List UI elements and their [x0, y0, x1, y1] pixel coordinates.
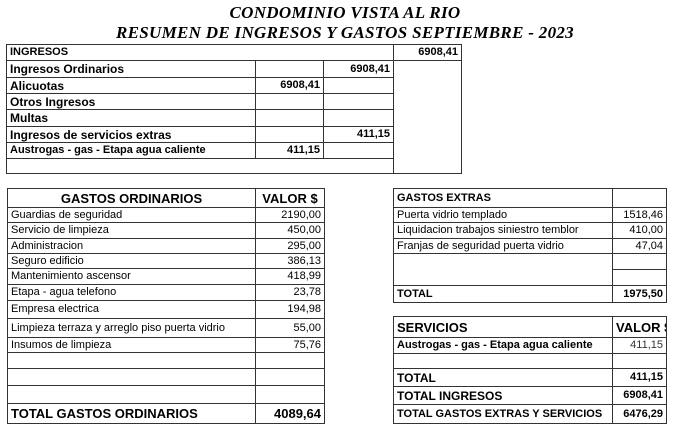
- gastos-ordinarios-header: GASTOS ORDINARIOS: [7, 188, 256, 208]
- table-row: Austrogas - gas - Etapa agua caliente 41…: [393, 337, 667, 354]
- report-subtitle: RESUMEN DE INGRESOS Y GASTOS SEPTIEMBRE …: [116, 23, 574, 42]
- table-row: Empresa electrica 194,98: [7, 300, 325, 319]
- table-row: Otros Ingresos: [6, 93, 462, 110]
- table-row: Servicio de limpieza 450,00: [7, 222, 325, 239]
- ingresos-header: INGRESOS: [5, 44, 395, 61]
- servicios-total-value: 411,15: [612, 368, 667, 387]
- table-row: Puerta vidrio templado 1518,46: [393, 207, 667, 223]
- valor-header: VALOR $: [255, 188, 325, 208]
- total-ingresos-label: TOTAL INGRESOS: [393, 386, 613, 405]
- ingresos-total: 6908,41: [393, 44, 463, 61]
- servicios-table: SERVICIOS VALOR $ Austrogas - gas - Etap…: [393, 316, 667, 424]
- table-row: [393, 253, 667, 286]
- gastos-ordinarios-table: GASTOS ORDINARIOS VALOR $ Guardias de se…: [7, 188, 325, 424]
- total-gastos-ordinarios-label: TOTAL GASTOS ORDINARIOS: [7, 403, 256, 424]
- gastos-extras-total-value: 1975,50: [612, 285, 667, 303]
- table-row: [7, 368, 325, 386]
- table-row: Liquidacion trabajos siniestro temblor 41…: [393, 222, 667, 239]
- gastos-extras-total-label: TOTAL: [393, 285, 613, 303]
- total-gastos-extras-servicios-label: TOTAL GASTOS EXTRAS Y SERVICIOS: [393, 404, 613, 424]
- table-row: Mantenimiento ascensor 418,99: [7, 268, 325, 285]
- total-gastos-ordinarios-value: 4089,64: [255, 403, 325, 424]
- table-row: Multas: [6, 109, 462, 127]
- table-row: [5, 158, 462, 174]
- gastos-extras-table: GASTOS EXTRAS Puerta vidrio templado 1518…: [393, 188, 667, 303]
- table-row: Limpieza terraza y arreglo piso puerta v…: [7, 318, 325, 338]
- table-row: Seguro edificio 386,13: [7, 253, 325, 269]
- table-row: Ingresos Ordinarios 6908,41: [6, 60, 463, 174]
- servicios-header: SERVICIOS: [393, 316, 613, 338]
- table-row: [7, 385, 325, 404]
- table-row: Etapa - agua telefono 23,78: [7, 284, 325, 301]
- total-gastos-extras-servicios-value: 6476,29: [612, 404, 667, 424]
- total-ingresos-value: 6908,41: [612, 386, 667, 405]
- report-title: CONDOMINIO VISTA AL RIO: [229, 3, 461, 22]
- ingresos-empty-area: [393, 60, 463, 174]
- table-row: Austrogas - gas - Etapa agua caliente 41…: [6, 142, 462, 159]
- table-row: Guardias de seguridad 2190,00: [7, 207, 325, 223]
- servicios-total-label: TOTAL: [393, 368, 613, 387]
- table-row: Ingresos de servicios extras 411,15: [6, 126, 462, 143]
- servicios-valor-header: VALOR $: [612, 316, 667, 338]
- table-row: Franjas de seguridad puerta vidrio 47,04: [393, 238, 667, 254]
- ingresos-table: INGRESOS 6908,41 Ingresos Ordinarios 690…: [5, 44, 463, 174]
- table-row: Insumos de limpieza 75,76: [7, 337, 325, 353]
- gastos-extras-header: GASTOS EXTRAS: [393, 188, 613, 208]
- table-row: Administracion 295,00: [7, 238, 325, 254]
- table-row: [393, 353, 667, 369]
- table-row: Alicuotas 6908,41: [6, 77, 462, 94]
- table-row: [7, 352, 325, 369]
